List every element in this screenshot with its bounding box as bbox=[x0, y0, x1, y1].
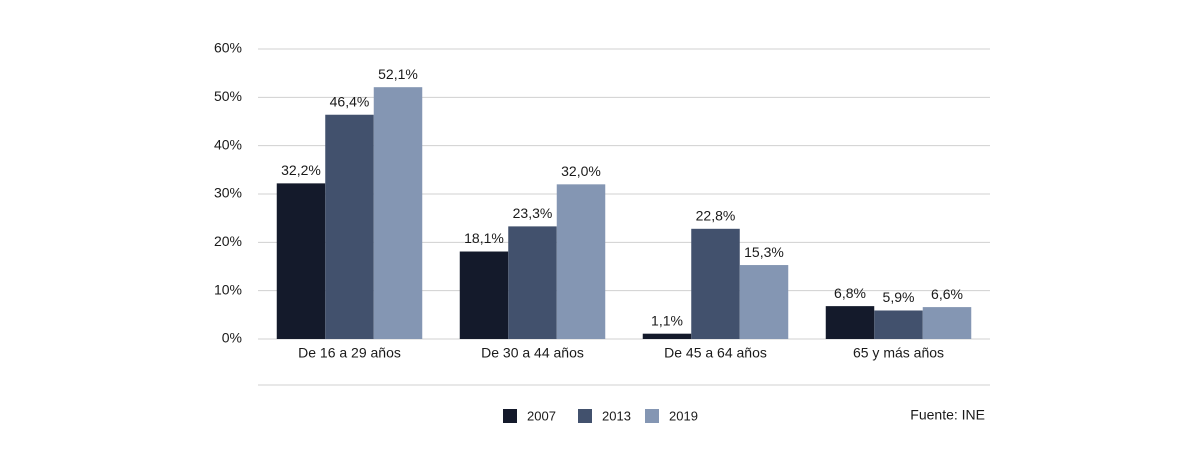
legend-label: 2019 bbox=[669, 408, 698, 423]
bar bbox=[508, 226, 557, 339]
bar bbox=[556, 184, 606, 339]
value-label: 15,3% bbox=[744, 244, 784, 260]
value-label: 5,9% bbox=[883, 289, 915, 305]
legend-label: 2013 bbox=[602, 408, 631, 423]
bar bbox=[739, 265, 789, 339]
value-label: 1,1% bbox=[651, 312, 683, 328]
y-tick-label: 40% bbox=[214, 136, 242, 152]
source: Fuente: INE bbox=[910, 407, 985, 423]
bar bbox=[874, 310, 923, 339]
value-label: 6,8% bbox=[834, 285, 866, 301]
value-label: 46,4% bbox=[330, 93, 370, 109]
bar bbox=[691, 228, 740, 339]
y-tick-label: 0% bbox=[222, 330, 242, 346]
x-tick-label: De 16 a 29 años bbox=[298, 345, 401, 361]
y-tick-label: 20% bbox=[214, 233, 242, 249]
y-tick-label: 10% bbox=[214, 281, 242, 297]
bar bbox=[922, 307, 972, 339]
x-tick-label: De 30 a 44 años bbox=[481, 345, 584, 361]
bar bbox=[642, 333, 692, 339]
x-tick-label: 65 y más años bbox=[853, 345, 944, 361]
legend-swatch bbox=[645, 409, 659, 423]
value-label: 32,2% bbox=[281, 162, 321, 178]
value-label: 22,8% bbox=[696, 208, 736, 224]
value-label: 18,1% bbox=[464, 230, 504, 246]
bar bbox=[276, 183, 326, 339]
bar bbox=[373, 87, 423, 339]
value-label: 6,6% bbox=[931, 286, 963, 302]
y-tick-label: 60% bbox=[214, 40, 242, 56]
bar bbox=[325, 114, 374, 339]
value-label: 32,0% bbox=[561, 163, 601, 179]
legend-label: 2007 bbox=[527, 408, 556, 423]
legend-swatch bbox=[578, 409, 592, 423]
x-tick-label: De 45 a 64 años bbox=[664, 345, 767, 361]
bar bbox=[825, 306, 875, 339]
y-tick-label: 30% bbox=[214, 185, 242, 201]
value-label: 23,3% bbox=[513, 205, 553, 221]
y-tick-label: 50% bbox=[214, 88, 242, 104]
bar bbox=[459, 251, 509, 339]
legend-swatch bbox=[503, 409, 517, 423]
value-label: 52,1% bbox=[378, 66, 418, 82]
